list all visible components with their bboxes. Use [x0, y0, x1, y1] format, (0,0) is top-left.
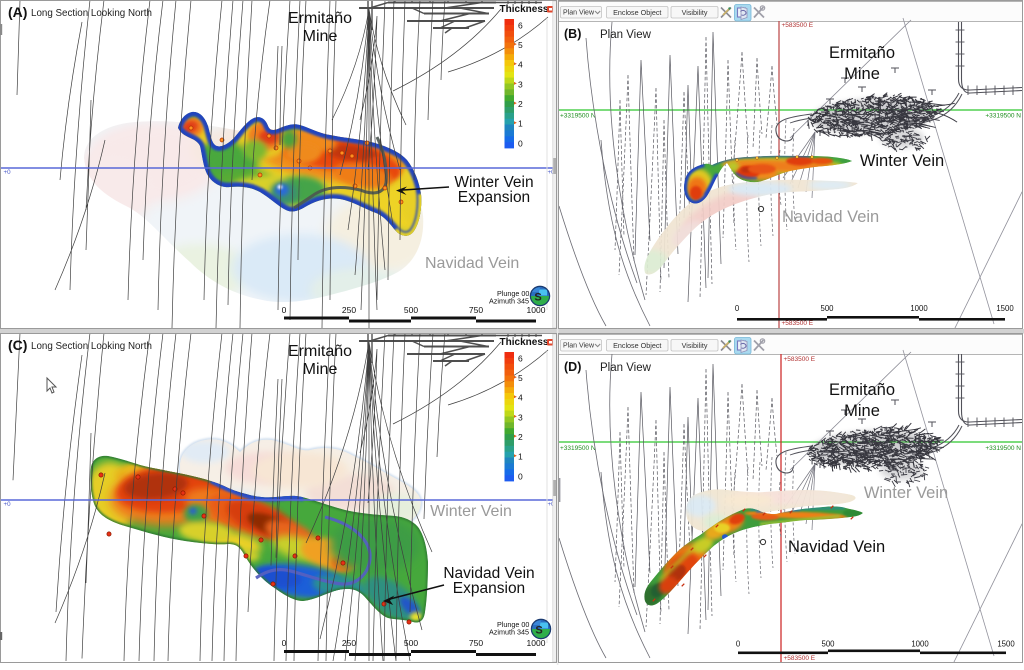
svg-text:+0: +0	[4, 169, 12, 176]
svg-text:1500: 1500	[996, 304, 1014, 313]
svg-text:Thickness: Thickness	[500, 4, 549, 15]
svg-text:+0: +0	[4, 501, 12, 508]
svg-text:5: 5	[518, 40, 523, 50]
svg-text:Expansion: Expansion	[453, 580, 525, 597]
svg-text:(A): (A)	[8, 4, 27, 20]
svg-text:Plan View: Plan View	[600, 29, 652, 41]
svg-text:(D): (D)	[564, 360, 581, 374]
svg-text:+3319500 N: +3319500 N	[985, 113, 1021, 120]
svg-text:500: 500	[821, 640, 835, 649]
svg-text:Thickness: Thickness	[500, 337, 549, 348]
svg-text:2: 2	[518, 99, 523, 109]
svg-text:0: 0	[518, 138, 523, 148]
svg-text:4: 4	[518, 60, 523, 70]
svg-text:Visibility: Visibility	[682, 341, 708, 350]
svg-text:Navidad Vein: Navidad Vein	[782, 208, 879, 226]
svg-text:(C): (C)	[8, 337, 27, 353]
svg-text:+3319500 N: +3319500 N	[560, 445, 596, 452]
svg-text:1000: 1000	[911, 640, 929, 649]
svg-text:Mine: Mine	[844, 402, 880, 420]
svg-text:Navidad Vein: Navidad Vein	[443, 565, 534, 582]
svg-text:Ermitaño: Ermitaño	[829, 44, 895, 62]
svg-text:0: 0	[736, 640, 741, 649]
svg-text:+583500 E: +583500 E	[782, 22, 814, 29]
svg-text:S: S	[535, 625, 542, 637]
svg-text:Plan View: Plan View	[563, 10, 595, 17]
svg-text:Winter Vein: Winter Vein	[454, 174, 533, 191]
svg-text:0: 0	[518, 471, 523, 481]
svg-text:500: 500	[820, 304, 834, 313]
svg-text:+583500 E: +583500 E	[784, 655, 816, 662]
svg-text:Mine: Mine	[844, 65, 880, 83]
svg-text:0: 0	[282, 305, 287, 315]
svg-text:4: 4	[518, 393, 523, 403]
svg-text:+583500 E: +583500 E	[782, 320, 814, 327]
svg-text:6: 6	[518, 353, 523, 363]
svg-text:Azimuth 345: Azimuth 345	[489, 628, 529, 637]
svg-text:6: 6	[518, 20, 523, 30]
svg-text:Navidad Vein: Navidad Vein	[788, 538, 885, 556]
svg-text:750: 750	[469, 638, 483, 648]
svg-text:Expansion: Expansion	[458, 189, 530, 206]
svg-text:Plunge 00: Plunge 00	[497, 289, 529, 298]
svg-text:(B): (B)	[564, 27, 581, 41]
svg-text:5: 5	[518, 373, 523, 383]
svg-text:+3319500 N: +3319500 N	[985, 445, 1021, 452]
svg-text:Enclose Object: Enclose Object	[613, 341, 661, 350]
svg-text:Plan View: Plan View	[563, 343, 595, 350]
svg-text:1000: 1000	[527, 638, 546, 648]
svg-text:1000: 1000	[527, 305, 546, 315]
svg-text:3: 3	[518, 412, 523, 422]
svg-text:Ermitaño: Ermitaño	[288, 10, 352, 27]
svg-text:250: 250	[342, 305, 356, 315]
svg-text:500: 500	[404, 305, 418, 315]
svg-text:500: 500	[404, 638, 418, 648]
svg-text:Winter Vein: Winter Vein	[864, 484, 948, 502]
svg-text:3: 3	[518, 79, 523, 89]
svg-text:1500: 1500	[997, 640, 1015, 649]
svg-text:Plunge 00: Plunge 00	[497, 620, 529, 629]
svg-text:S: S	[534, 292, 541, 304]
svg-text:Ermitaño: Ermitaño	[288, 343, 352, 360]
svg-text:Mine: Mine	[303, 28, 338, 45]
svg-text:2: 2	[518, 432, 523, 442]
svg-text:Winter Vein: Winter Vein	[860, 152, 944, 170]
svg-text:1000: 1000	[910, 304, 928, 313]
svg-text:Navidad Vein: Navidad Vein	[425, 255, 519, 272]
svg-text:Long Section Looking North: Long Section Looking North	[31, 8, 152, 19]
svg-text:250: 250	[342, 638, 356, 648]
svg-text:0: 0	[735, 304, 740, 313]
svg-text:1: 1	[518, 119, 523, 129]
svg-text:Enclose Object: Enclose Object	[613, 8, 661, 17]
svg-text:+0: +0	[548, 501, 556, 508]
svg-text:Long Section Looking North: Long Section Looking North	[31, 341, 152, 352]
svg-text:+0: +0	[548, 169, 556, 176]
svg-text:Ermitaño: Ermitaño	[829, 381, 895, 399]
svg-text:750: 750	[469, 305, 483, 315]
svg-text:+583500 E: +583500 E	[784, 356, 816, 363]
svg-text:1: 1	[518, 452, 523, 462]
svg-text:Visibility: Visibility	[682, 8, 708, 17]
svg-text:+3319500 N: +3319500 N	[560, 113, 596, 120]
svg-text:Plan View: Plan View	[600, 362, 652, 374]
svg-text:Azimuth 345: Azimuth 345	[489, 297, 529, 306]
svg-text:Mine: Mine	[303, 361, 338, 378]
svg-text:0: 0	[282, 638, 287, 648]
svg-text:Winter Vein: Winter Vein	[430, 503, 512, 520]
